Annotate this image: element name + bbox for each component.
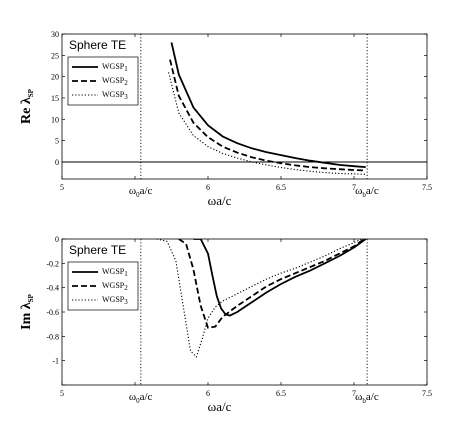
omega-label: ωba/c [355,391,379,405]
omega-label: ω0a/c [129,185,153,199]
y-tick-label: 10 [51,115,59,124]
y-tick-label: 15 [51,94,59,103]
legend-box [67,56,139,106]
legend-entry: WGSP1 [102,267,128,278]
y-tick-label: 5 [55,137,59,146]
x-axis-label: ωa/c [208,193,232,208]
y-tick-label: -0.4 [46,284,59,293]
x-tick-label: 6.5 [276,183,286,192]
plot-frame [61,238,428,386]
x-tick-label: 6 [206,389,210,398]
y-tick-label: -0.2 [46,259,59,268]
series-line-wgsp1 [170,42,366,168]
omega-label: ωba/c [355,185,379,199]
y-tick-label: 0 [55,158,59,167]
panel-title: Sphere TE [69,243,126,257]
legend-entry: WGSP2 [102,76,128,87]
x-tick-label: 7.5 [422,183,432,192]
y-axis-label: Im λSP [19,293,35,329]
x-tick-label: 6.5 [276,389,286,398]
legend-entry: WGSP2 [102,281,128,292]
legend-entry: WGSP3 [102,295,128,306]
y-tick-label: 25 [51,51,59,60]
x-tick-label: 5 [60,389,64,398]
y-tick-label: -1 [52,357,59,366]
y-axis-label: Re λSP [19,88,35,124]
y-tick-label: 0 [55,235,59,244]
series-line-wgsp1 [193,239,367,317]
x-tick-label: 7.5 [422,389,432,398]
x-tick-label: 5 [60,183,64,192]
series-line-wgsp2 [178,239,365,329]
chart-panel-1: 0 5 10 15 20 25 30 5 6 6.5 7 7.5 ω0a/c ωba/c Sphere TE… [19,30,432,208]
x-axis-label: ωa/c [208,399,232,414]
y-tick-label: -0.8 [46,332,59,341]
omega-label: ω0a/c [129,391,153,405]
legend-entry: WGSP3 [102,90,128,101]
y-tick-label: -0.6 [46,308,59,317]
x-tick-label: 7 [352,183,356,192]
chart-panel-2: -1 -0.8 -0.6 -0.4 -0.2 0 5 6 6.5 7 7.5 ω0a/c ωba/c Sp… [19,235,432,414]
x-tick-label: 7 [352,389,356,398]
legend-entry: WGSP1 [102,62,128,73]
panel-title: Sphere TE [69,38,126,52]
y-tick-label: 30 [51,30,59,39]
y-tick-label: 20 [51,73,59,82]
series-line-wgsp2 [169,59,366,172]
x-tick-label: 6 [206,183,210,192]
series-line-wgsp3 [168,72,366,175]
legend-box [67,261,139,311]
plot-frame [61,33,428,180]
